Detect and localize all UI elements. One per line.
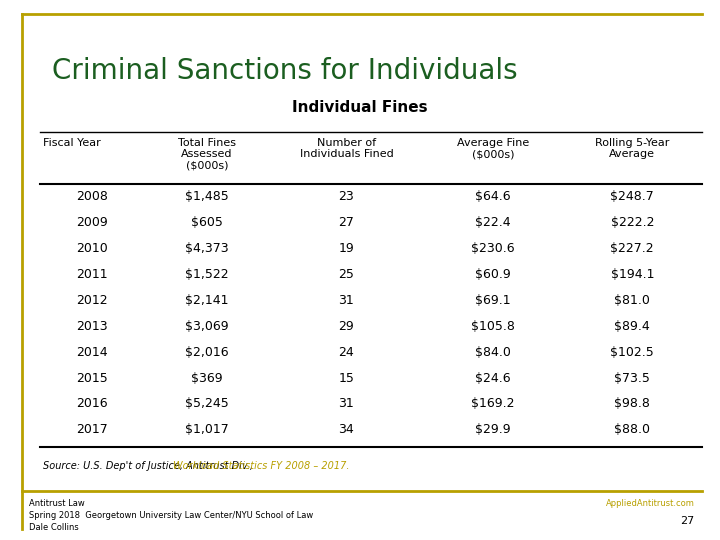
Text: $2,016: $2,016	[185, 346, 229, 359]
Text: 31: 31	[338, 397, 354, 410]
Text: Total Fines
Assessed
($000s): Total Fines Assessed ($000s)	[178, 138, 236, 171]
Text: Individual Fines: Individual Fines	[292, 100, 428, 115]
Text: $369: $369	[191, 372, 222, 384]
Text: $24.6: $24.6	[475, 372, 510, 384]
Text: 15: 15	[338, 372, 354, 384]
Text: 24: 24	[338, 346, 354, 359]
Text: $1,522: $1,522	[185, 268, 229, 281]
Text: Source: U.S. Dep't of Justice, Antitrust Div.,: Source: U.S. Dep't of Justice, Antitrust…	[43, 461, 256, 471]
Text: $3,069: $3,069	[185, 320, 229, 333]
Text: $88.0: $88.0	[614, 423, 650, 436]
Text: $605: $605	[191, 216, 223, 229]
Text: 34: 34	[338, 423, 354, 436]
Text: $89.4: $89.4	[614, 320, 650, 333]
Text: 2016: 2016	[76, 397, 108, 410]
Text: $81.0: $81.0	[614, 294, 650, 307]
Text: $105.8: $105.8	[471, 320, 515, 333]
Text: 19: 19	[338, 242, 354, 255]
Text: 2012: 2012	[76, 294, 108, 307]
Text: Number of
Individuals Fined: Number of Individuals Fined	[300, 138, 393, 159]
Text: $84.0: $84.0	[475, 346, 510, 359]
Text: Average Fine
($000s): Average Fine ($000s)	[456, 138, 529, 159]
Text: 2013: 2013	[76, 320, 108, 333]
Text: $5,245: $5,245	[185, 397, 229, 410]
Text: 27: 27	[338, 216, 354, 229]
Text: $29.9: $29.9	[475, 423, 510, 436]
Text: Fiscal Year: Fiscal Year	[43, 138, 101, 148]
Text: 29: 29	[338, 320, 354, 333]
Text: $98.8: $98.8	[614, 397, 650, 410]
Text: Criminal Sanctions for Individuals: Criminal Sanctions for Individuals	[52, 57, 518, 85]
Text: $73.5: $73.5	[614, 372, 650, 384]
Text: 25: 25	[338, 268, 354, 281]
Text: 2015: 2015	[76, 372, 108, 384]
Text: Antitrust Law
Spring 2018  Georgetown University Law Center/NYU School of Law
Da: Antitrust Law Spring 2018 Georgetown Uni…	[29, 500, 313, 532]
Text: $248.7: $248.7	[611, 190, 654, 203]
Text: AppliedAntitrust.com: AppliedAntitrust.com	[606, 500, 695, 509]
Text: Rolling 5-Year
Average: Rolling 5-Year Average	[595, 138, 670, 159]
Text: 2009: 2009	[76, 216, 108, 229]
Text: $60.9: $60.9	[475, 268, 510, 281]
Text: $2,141: $2,141	[185, 294, 229, 307]
Text: $4,373: $4,373	[185, 242, 229, 255]
Text: Workload Statistics FY 2008 – 2017.: Workload Statistics FY 2008 – 2017.	[174, 461, 350, 471]
Text: $169.2: $169.2	[471, 397, 515, 410]
Text: $222.2: $222.2	[611, 216, 654, 229]
Text: 2011: 2011	[76, 268, 108, 281]
Text: 2014: 2014	[76, 346, 108, 359]
Text: 2008: 2008	[76, 190, 108, 203]
Text: 27: 27	[680, 516, 695, 526]
Text: $1,485: $1,485	[185, 190, 229, 203]
Text: $69.1: $69.1	[475, 294, 510, 307]
Text: $1,017: $1,017	[185, 423, 229, 436]
Text: 2017: 2017	[76, 423, 108, 436]
Text: 23: 23	[338, 190, 354, 203]
Text: $227.2: $227.2	[611, 242, 654, 255]
Text: $64.6: $64.6	[475, 190, 510, 203]
Text: $22.4: $22.4	[475, 216, 510, 229]
Text: $230.6: $230.6	[471, 242, 515, 255]
Text: $102.5: $102.5	[611, 346, 654, 359]
Text: $194.1: $194.1	[611, 268, 654, 281]
Text: 2010: 2010	[76, 242, 108, 255]
Text: 31: 31	[338, 294, 354, 307]
